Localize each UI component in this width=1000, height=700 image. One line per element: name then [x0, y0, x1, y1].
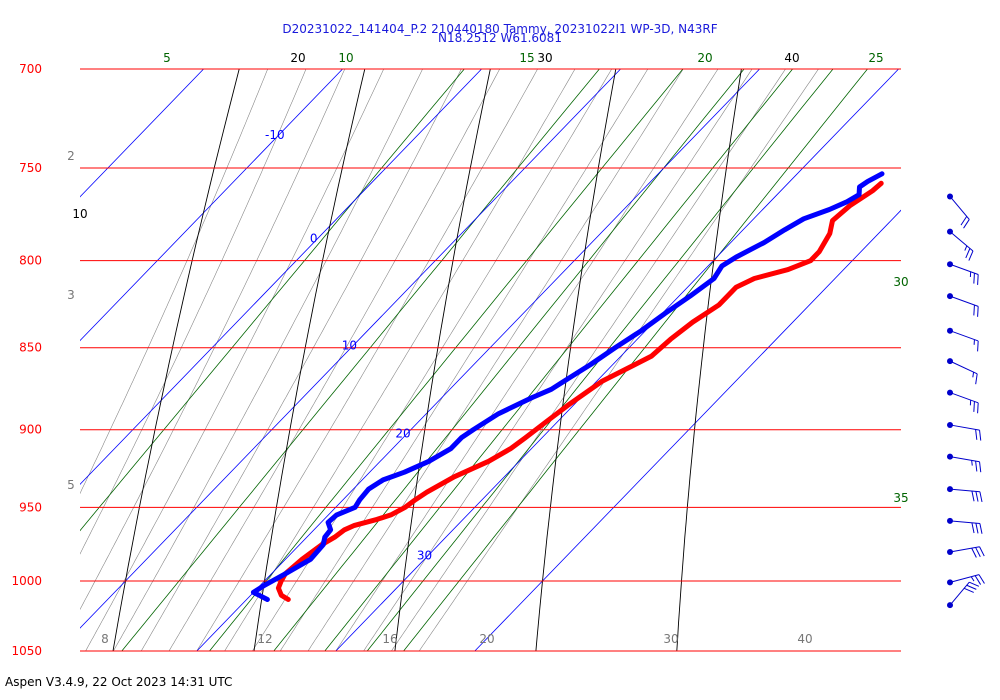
wind-barb: [947, 517, 983, 534]
isotherm-line: [80, 69, 621, 629]
wind-barb: [947, 228, 974, 261]
background-lines: [80, 68, 901, 652]
pressure-label: 900: [19, 423, 42, 437]
isotherm-line: [80, 69, 343, 342]
pressure-label: 1000: [11, 574, 42, 588]
pressure-label: 850: [19, 341, 42, 355]
wind-barb: [947, 486, 983, 503]
moist-adiabat: [307, 69, 684, 651]
moist-adiabat: [363, 69, 753, 651]
moist-adiabat: [80, 69, 268, 495]
wind-barb: [947, 574, 985, 586]
pressure-label: 1050: [11, 644, 42, 658]
dewpoint-profile: [250, 171, 885, 602]
mixing-ratio-line: [209, 69, 684, 651]
isotherm-label: -10: [265, 128, 285, 142]
isotherm-line: [80, 69, 204, 198]
isotherm-line: [335, 69, 899, 651]
isotherm-label: 10: [342, 338, 357, 352]
moist-adiabat: [252, 69, 612, 651]
moist-adiabat: [168, 69, 500, 651]
mixing-ratio-label: 15: [519, 51, 534, 65]
wind-barb: [947, 293, 979, 317]
mixing-ratio-label: 10: [338, 51, 353, 65]
dry-adiabat-line: [253, 69, 366, 651]
moist-adiabat: [113, 69, 423, 651]
dry-adiabat-label: 40: [784, 51, 799, 65]
moist-adiabat-bottom-label: 16: [382, 632, 397, 646]
dry-adiabat-line: [676, 69, 742, 651]
mixing-ratio-line: [403, 69, 868, 651]
mixing-ratio-label: 30: [893, 275, 908, 289]
pressure-label: 800: [19, 254, 42, 268]
moist-adiabat: [279, 69, 649, 651]
mixing-ratio-line: [366, 69, 834, 651]
moist-adiabat: [80, 69, 346, 611]
mixing-ratio-label: 35: [893, 491, 908, 505]
chart-title-line-2: N18.2512 W61.6081: [438, 31, 562, 45]
moist-adiabat: [418, 69, 819, 651]
diagram-labels: 700 750 800 850 900 950 1000 1050 -10 0 10 20 30 8 12 1…: [11, 51, 908, 658]
wind-barb: [947, 453, 982, 473]
wind-barb: [947, 389, 979, 414]
isotherm-label: 0: [310, 232, 318, 246]
mixing-ratio-line: [121, 69, 600, 651]
chart-title-line-1: D20231022_141404_P.2 210440180 Tammy, 20…: [282, 22, 718, 36]
moist-adiabat-bottom-label: 30: [663, 632, 678, 646]
dry-adiabat-label: 30: [537, 51, 552, 65]
wind-barb: [947, 581, 980, 609]
wind-barbs: [947, 193, 985, 609]
moist-adiabat: [85, 69, 384, 651]
mixing-ratio-label: 25: [868, 51, 883, 65]
left-small-label: 3: [67, 288, 75, 302]
pressure-label: 750: [19, 161, 42, 175]
wind-barb: [947, 421, 982, 441]
mixing-ratio-line: [273, 69, 745, 651]
mixing-ratio-label: 5: [163, 51, 171, 65]
moist-adiabat: [196, 69, 538, 651]
mixing-ratio-line: [324, 69, 793, 651]
isotherm-line: [474, 209, 901, 651]
left-small-label: 2: [67, 149, 75, 163]
moist-adiabat-bottom-label: 8: [101, 632, 109, 646]
wind-barb: [947, 193, 970, 229]
pressure-label: 700: [19, 62, 42, 76]
isotherm-line: [196, 69, 760, 651]
dry-adiabat-line: [394, 69, 491, 651]
wind-barb: [947, 261, 979, 285]
left-small-label: 5: [67, 478, 75, 492]
dry-adiabat-line: [112, 69, 240, 651]
mixing-ratio-line: [80, 69, 465, 532]
moist-adiabat: [391, 69, 786, 651]
moist-adiabat: [80, 69, 307, 555]
profile-lines: [250, 171, 885, 602]
dry-adiabat-label: 20: [290, 51, 305, 65]
moist-adiabat-bottom-label: 12: [257, 632, 272, 646]
wind-barb: [947, 546, 985, 558]
moist-adiabat-bottom-label: 40: [797, 632, 812, 646]
dry-adiabat-label: 10: [72, 207, 87, 221]
wind-barb: [947, 358, 978, 385]
clipped-grid: [80, 69, 901, 651]
wind-barb: [947, 327, 979, 352]
moist-adiabat: [224, 69, 576, 651]
isotherm-label: 20: [395, 427, 410, 441]
isotherm-line: [80, 69, 482, 485]
dry-adiabat-line: [535, 69, 617, 651]
pressure-label: 950: [19, 500, 42, 514]
footer-version: Aspen V3.4.9, 22 Oct 2023 14:31 UTC: [5, 675, 233, 689]
moist-adiabat-bottom-label: 20: [479, 632, 494, 646]
mixing-ratio-label: 20: [697, 51, 712, 65]
isotherm-label: 30: [417, 548, 432, 562]
moist-adiabat: [335, 69, 719, 651]
